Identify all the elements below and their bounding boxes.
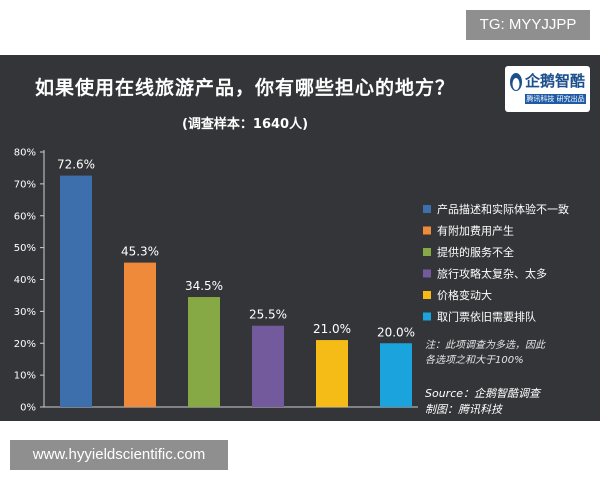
chart-subtitle: (调查样本：1640人) [181,117,309,132]
data-label: 34.5% [185,279,223,293]
chart-title: 如果使用在线旅游产品，你有哪些担心的地方？ [34,77,455,99]
legend-entry: 价格变动大 [437,288,492,302]
note-line-1: 注：此项调查为多选，因此 [425,340,545,351]
data-label: 25.5% [249,308,287,322]
legend-entry: 产品描述和实际体验不一致 [437,202,569,216]
note-line-2: 各选项之和大于100% [425,355,524,366]
legend-swatch [423,226,431,235]
logo-name: 企鹅智酷 [525,72,586,90]
legend-swatch [423,269,431,278]
bar [124,262,156,407]
y-tick-label: 80% [14,148,36,159]
y-tick-label: 50% [14,243,36,254]
legend-entry: 有附加费用产生 [437,224,514,238]
source-line-2: 制图：腾讯科技 [425,403,502,416]
data-label: 45.3% [121,245,159,259]
bar [188,297,220,407]
bar [60,175,92,407]
y-tick-label: 70% [14,179,36,190]
legend-entry: 取门票依旧需要排队 [437,310,536,324]
bar [380,343,412,407]
legend-swatch [423,205,431,213]
data-label: 21.0% [313,322,351,336]
watermark-top: TG: MYYJJPP [466,10,590,40]
data-label: 20.0% [377,325,415,339]
bar [316,340,348,407]
legend-swatch [423,312,431,321]
y-tick-label: 20% [14,339,36,350]
y-tick-label: 0% [20,403,36,414]
legend-swatch [423,291,431,299]
logo: 企鹅智酷 腾讯科技 研究出品 [505,66,590,112]
bar [252,325,284,407]
watermark-bottom: www.hyyieldscientific.com [10,440,228,470]
legend-entry: 旅行攻略太复杂、太多 [437,267,547,281]
source-line-1: Source：企鹅智酷调查 [425,387,541,400]
y-tick-label: 10% [14,371,36,382]
legend-swatch [423,248,431,256]
chart-panel: 如果使用在线旅游产品，你有哪些担心的地方？ (调查样本：1640人) 企鹅智酷 … [0,55,600,421]
logo-tagline: 腾讯科技 研究出品 [525,94,586,104]
y-tick-label: 60% [14,211,36,222]
y-tick-label: 40% [14,275,36,286]
penguin-logo-icon [510,73,522,91]
y-tick-label: 30% [14,307,36,318]
bar-chart: 0% 10% 20% 30% 40% 50% 60% 70% 80% 72.6% 45.3% 34.5… [14,148,569,414]
data-label: 72.6% [57,158,95,172]
legend-entry: 提供的服务不全 [437,245,514,259]
